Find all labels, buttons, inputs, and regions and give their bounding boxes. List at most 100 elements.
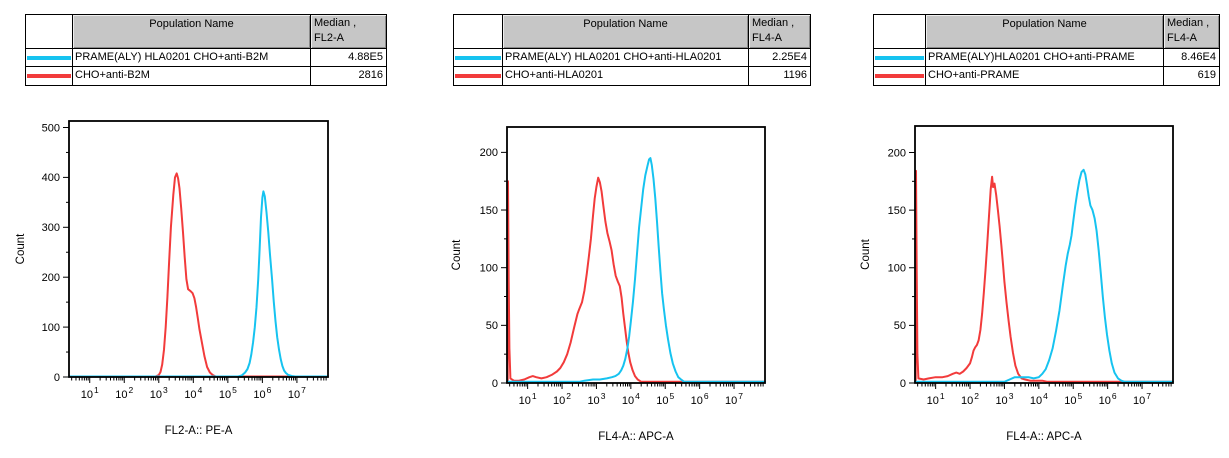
x-tick-label: 101 [81, 385, 99, 401]
x-axis-title: FL2-A:: PE-A [165, 425, 233, 437]
cyan-line-swatch [27, 55, 71, 60]
y-tick-label: 150 [888, 205, 906, 217]
y-axis: 0 100 200 300 400 500 [42, 122, 69, 384]
y-tick-label: 200 [480, 147, 498, 159]
population-name: PRAME(ALY) HLA0201 CHO+anti-HLA0201 [503, 49, 749, 67]
x-tick-label: 101 [927, 391, 945, 407]
red-line-swatch [455, 74, 501, 78]
population-name: PRAME(ALY)HLA0201 CHO+anti-PRAME [926, 49, 1164, 67]
median-header-line1: Median , [314, 17, 357, 29]
population-table-3: Population Name Median , FL4-A PRAME(ALY… [873, 14, 1220, 86]
histogram-curve [506, 176, 766, 383]
median-value: 4.88E5 [311, 49, 386, 67]
x-tick-label: 107 [288, 385, 306, 401]
x-axis-title: FL4-A:: APC-A [1006, 431, 1082, 443]
y-tick-label: 100 [888, 263, 906, 275]
y-axis-title: Count [860, 238, 872, 269]
x-tick-label: 101 [519, 391, 537, 407]
median-value: 2.25E4 [749, 49, 810, 67]
table-corner-cell [454, 15, 503, 49]
x-tick-label: 102 [115, 385, 133, 401]
x-tick-label: 107 [1133, 391, 1151, 407]
plot-frame [914, 125, 1174, 384]
histogram-curve [506, 157, 766, 383]
median-header-line1: Median , [752, 17, 795, 29]
y-tick-label: 100 [42, 322, 60, 334]
y-tick-label: 400 [42, 172, 60, 184]
series-swatch-red [26, 67, 73, 85]
histogram-chart-fl2a: 0 100 200 300 400 500 101 102 103 104 105 106 107 FL2… [15, 120, 329, 437]
x-tick-label: 102 [553, 391, 571, 407]
x-tick-label: 104 [622, 391, 640, 407]
x-axis: 101 102 103 104 105 106 107 [917, 383, 1172, 407]
median-value: 2816 [311, 67, 386, 85]
x-tick-label: 107 [725, 391, 743, 407]
median-header: Median , FL4-A [1164, 15, 1219, 49]
x-tick-label: 102 [961, 391, 979, 407]
population-table-1: Population Name Median , FL2-A PRAME(ALY… [25, 14, 387, 86]
y-tick-label: 100 [480, 263, 498, 275]
x-tick-label: 106 [253, 385, 271, 401]
y-tick-label: 50 [894, 320, 906, 332]
series-swatch-red [454, 67, 503, 85]
median-header-line1: Median , [1167, 17, 1210, 29]
median-value: 619 [1164, 67, 1219, 85]
population-table-2: Population Name Median , FL4-A PRAME(ALY… [453, 14, 811, 86]
plot-frame [68, 120, 329, 378]
population-name: CHO+anti-B2M [73, 67, 311, 85]
x-tick-label: 106 [691, 391, 709, 407]
population-name-header: Population Name [503, 15, 749, 49]
y-tick-label: 300 [42, 222, 60, 234]
median-value: 8.46E4 [1164, 49, 1219, 67]
y-tick-label: 200 [42, 272, 60, 284]
red-line-swatch [27, 74, 71, 78]
series-swatch-cyan [26, 49, 73, 67]
y-tick-label: 0 [900, 378, 906, 390]
x-tick-label: 105 [219, 385, 237, 401]
table-corner-cell [26, 15, 73, 49]
population-name-header: Population Name [926, 15, 1164, 49]
median-value: 1196 [749, 67, 810, 85]
x-axis-title: FL4-A:: APC-A [598, 431, 674, 443]
histogram-curve [914, 169, 1174, 383]
population-name: CHO+anti-HLA0201 [503, 67, 749, 85]
table-corner-cell [874, 15, 926, 49]
cyan-line-swatch [875, 55, 924, 60]
y-axis-title: Count [15, 233, 27, 264]
plot-frame [506, 126, 766, 384]
y-axis-title: Count [451, 239, 463, 270]
x-tick-label: 106 [1099, 391, 1117, 407]
x-tick-label: 105 [656, 391, 674, 407]
population-name: PRAME(ALY) HLA0201 CHO+anti-B2M [73, 49, 311, 67]
median-header-line2: FL4-A [1167, 32, 1197, 44]
x-axis: 101 102 103 104 105 106 107 [509, 383, 764, 407]
population-name: CHO+anti-PRAME [926, 67, 1164, 85]
x-tick-label: 105 [1064, 391, 1082, 407]
x-tick-label: 103 [995, 391, 1013, 407]
series-swatch-cyan [874, 49, 926, 67]
x-tick-label: 104 [184, 385, 202, 401]
x-tick-label: 103 [150, 385, 168, 401]
median-header: Median , FL4-A [749, 15, 810, 49]
cyan-line-swatch [455, 55, 501, 60]
series-swatch-red [874, 67, 926, 85]
y-axis: 0 50 100 150 200 [888, 147, 915, 390]
y-tick-label: 50 [486, 320, 498, 332]
median-header-line2: FL4-A [752, 32, 782, 44]
red-line-swatch [875, 74, 924, 78]
x-tick-label: 104 [1030, 391, 1048, 407]
x-axis: 101 102 103 104 105 106 107 [71, 377, 327, 401]
histogram-curve [68, 190, 329, 378]
y-tick-label: 0 [492, 378, 498, 390]
x-tick-label: 103 [587, 391, 605, 407]
population-name-header: Population Name [73, 15, 311, 49]
median-header: Median , FL2-A [311, 15, 386, 49]
series-swatch-cyan [454, 49, 503, 67]
histogram-curve [68, 172, 329, 378]
histogram-curve [914, 168, 1174, 383]
y-tick-label: 500 [42, 122, 60, 134]
y-tick-label: 150 [480, 205, 498, 217]
